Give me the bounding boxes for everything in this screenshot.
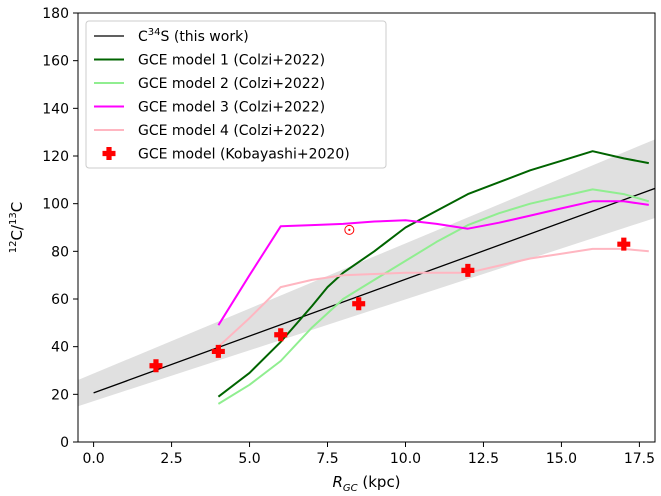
- legend-label: GCE model 2 (Colzi+2022): [138, 76, 325, 92]
- y-tick-label: 40: [51, 340, 69, 356]
- x-tick-label: 17.5: [624, 451, 655, 467]
- data-point-kobayashi: [617, 237, 631, 251]
- y-tick-label: 180: [42, 6, 69, 22]
- series-line-gce-model-3: [217, 200, 649, 326]
- x-axis-label-unit: (kpc): [358, 473, 401, 491]
- series-layer: [93, 150, 655, 405]
- y-tick-label: 160: [42, 54, 69, 70]
- data-point-kobayashi: [461, 263, 475, 277]
- y-tick-label: 140: [42, 101, 69, 117]
- y-tick-label: 100: [42, 197, 69, 213]
- x-tick-label: 0.0: [82, 451, 104, 467]
- axes-frame: [77, 12, 656, 443]
- legend-label: GCE model 1 (Colzi+2022): [138, 53, 325, 69]
- y-tick-label: 0: [60, 435, 69, 451]
- series-line-c34s: [93, 187, 655, 394]
- x-tick-label: 5.0: [238, 451, 260, 467]
- legend-swatch-marker: [102, 147, 116, 160]
- confidence-band: [78, 139, 655, 407]
- y-tick-label: 60: [51, 292, 69, 308]
- legend: C34S (this work) GCE model 1 (Colzi+2022)…: [85, 20, 387, 169]
- legend-label: GCE model (Kobayashi+2020): [138, 147, 350, 163]
- legend-items: C34S (this work) GCE model 1 (Colzi+2022)…: [94, 27, 350, 163]
- data-point-kobayashi: [211, 344, 225, 358]
- y-axis-label-mid: C/: [8, 224, 26, 240]
- series-line-gce-model-1: [217, 150, 649, 398]
- data-point-kobayashi: [274, 328, 288, 342]
- x-tick-label: 10.0: [390, 451, 421, 467]
- y-axis-label-end: C: [8, 202, 26, 212]
- sun-symbol-ring: [344, 224, 355, 235]
- legend-box: [85, 20, 387, 169]
- series-line-gce-model-4: [217, 247, 649, 348]
- legend-label: GCE model 3 (Colzi+2022): [138, 100, 325, 116]
- legend-label-text: GCE model 3 (Colzi+2022): [138, 100, 325, 116]
- x-axis-label-main: R: [332, 473, 342, 491]
- legend-label: GCE model 4 (Colzi+2022): [138, 123, 325, 139]
- x-axis-label: RGC (kpc): [332, 473, 400, 494]
- x-axis-label-sub: GC: [343, 483, 358, 494]
- legend-label-text: C: [138, 29, 148, 45]
- x-tick-label: 2.5: [160, 451, 182, 467]
- data-point-kobayashi: [149, 359, 163, 373]
- marker-layer: [149, 224, 631, 373]
- sun-symbol-dot: [348, 228, 351, 231]
- legend-label: C34S (this work): [138, 27, 249, 45]
- confidence-band-layer: [78, 139, 655, 407]
- x-tick-label: 15.0: [546, 451, 577, 467]
- legend-label-text: GCE model 2 (Colzi+2022): [138, 76, 325, 92]
- legend-label-text: GCE model 4 (Colzi+2022): [138, 123, 325, 139]
- y-tick-label: 120: [42, 149, 69, 165]
- y-tick-label: 80: [51, 244, 69, 260]
- data-point-kobayashi: [352, 297, 366, 311]
- x-tick-label: 12.5: [468, 451, 499, 467]
- legend-label-rest: S (this work): [161, 29, 249, 45]
- y-axis-label: 12C/13C: [8, 202, 26, 253]
- y-tick-label: 20: [51, 387, 69, 403]
- tick-marks: [73, 12, 640, 447]
- series-line-gce-model-2: [217, 188, 650, 405]
- legend-label-text: GCE model (Kobayashi+2020): [138, 147, 350, 163]
- x-tick-label: 7.5: [316, 451, 338, 467]
- tick-labels: 0.0 2.5 5.0 7.5 10.0 12.5 15.0 17.5 0 20 40 60 80 100…: [42, 6, 655, 467]
- legend-label-text: GCE model 1 (Colzi+2022): [138, 53, 325, 69]
- y-axis-label-sup2: 13: [8, 212, 19, 225]
- legend-label-sup: 34: [148, 27, 161, 38]
- y-axis-label-sup1: 12: [8, 241, 19, 254]
